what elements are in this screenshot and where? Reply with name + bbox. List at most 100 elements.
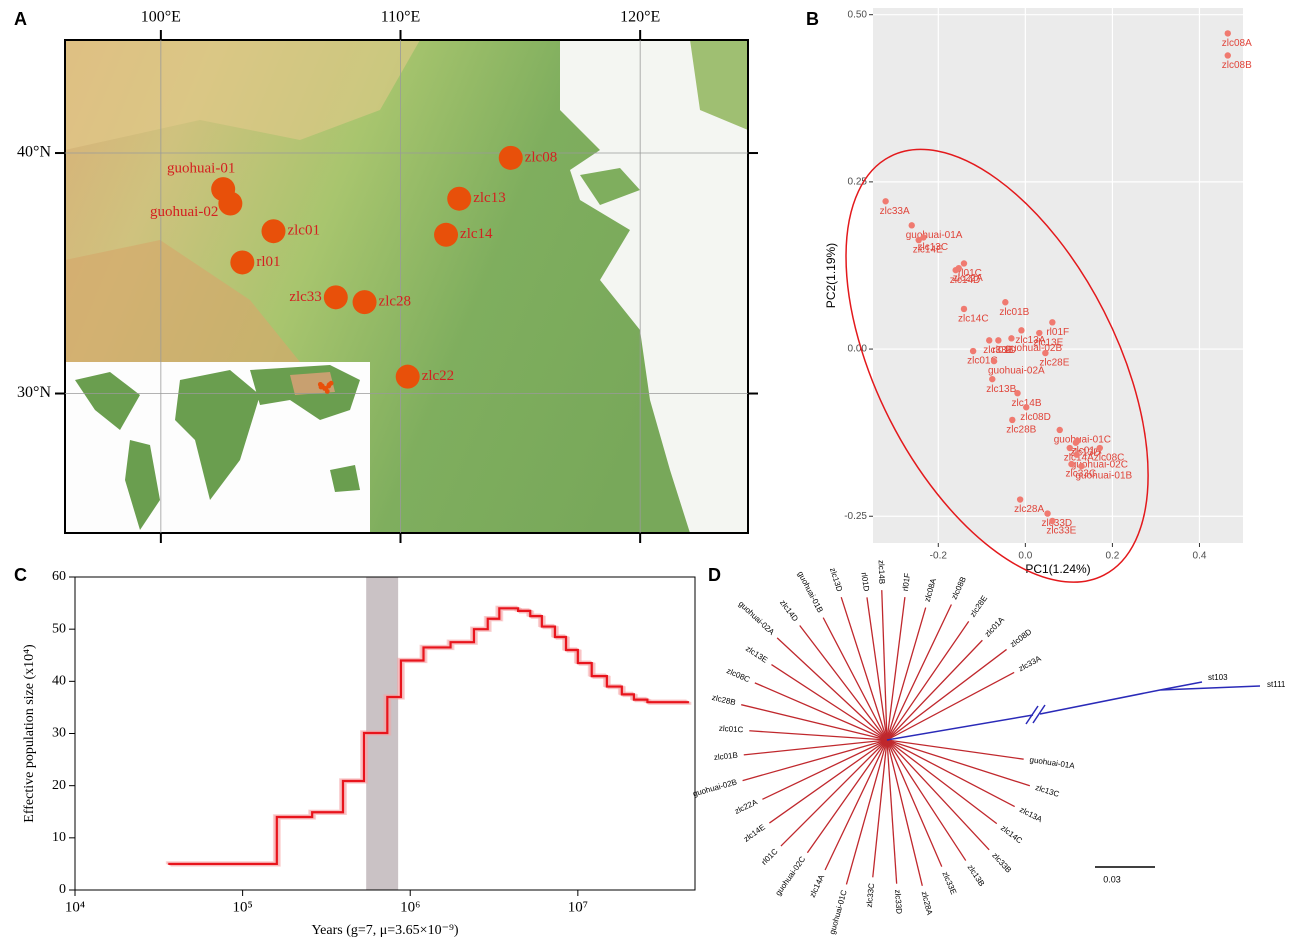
y-tick-label: 30°N xyxy=(17,384,51,401)
point-label: zlc08D xyxy=(1020,412,1051,423)
site-label: zlc14 xyxy=(460,226,493,242)
point xyxy=(1049,319,1055,325)
point xyxy=(1008,335,1014,341)
leaf-label: zlc22A xyxy=(733,797,759,816)
point xyxy=(1078,463,1084,469)
point-label: zlc14E xyxy=(913,245,943,256)
leaf-label: zlc33E xyxy=(940,870,958,896)
outgroup-branch xyxy=(887,682,1260,740)
point xyxy=(970,348,976,354)
branch xyxy=(887,605,951,740)
point-label: guohuai-01B xyxy=(1076,471,1133,482)
leaf-label: guohuai-01C xyxy=(828,889,849,936)
leaf-label: guohuai-02C xyxy=(774,855,808,898)
x-tick-label: 0.4 xyxy=(1193,551,1207,562)
point-label: guohuai-01A xyxy=(906,230,963,241)
point xyxy=(961,306,967,312)
point xyxy=(1225,30,1231,36)
leaf-label: zlc08D xyxy=(1008,627,1033,649)
site-marker xyxy=(447,187,471,211)
leaf-label: zlc13D xyxy=(828,567,844,593)
site-marker xyxy=(218,192,242,216)
y-tick-label: -0.25 xyxy=(844,511,867,522)
point-label: zlc01B xyxy=(999,307,1029,318)
y-axis-label: PC2(1.19%) xyxy=(824,243,838,308)
point xyxy=(1002,299,1008,305)
line xyxy=(168,608,689,864)
site-label: rl01 xyxy=(256,254,280,270)
site-label: zlc33 xyxy=(289,289,321,305)
branch xyxy=(771,665,887,740)
point xyxy=(1074,437,1080,443)
leaf-label: zlc13C xyxy=(1034,783,1060,799)
bootstrap-band xyxy=(167,608,688,864)
point-label: zlc08B xyxy=(1222,60,1252,71)
inset-dot xyxy=(329,381,334,386)
leaf-label: zlc13B xyxy=(966,863,987,888)
x-tick-label: 120°E xyxy=(620,9,660,26)
site-marker xyxy=(261,219,285,243)
x-tick-label: 10⁴ xyxy=(65,899,85,915)
leaf-label: zlc01C xyxy=(719,724,744,735)
leaf-label: zlc14C xyxy=(999,823,1024,845)
panel-letter: A xyxy=(14,9,27,29)
site-label: zlc01 xyxy=(287,223,319,239)
point xyxy=(991,358,997,364)
point xyxy=(1017,496,1023,502)
y-tick-label: 10 xyxy=(52,830,66,845)
branch xyxy=(807,740,887,853)
x-tick-label: 10⁷ xyxy=(568,899,588,915)
point xyxy=(953,267,959,273)
leaf-label: zlc08B xyxy=(950,575,968,601)
site-marker xyxy=(396,365,420,389)
point xyxy=(1068,461,1074,467)
leaf-label: guohuai-01A xyxy=(1029,755,1076,770)
leaf-label: zlc28E xyxy=(968,594,989,619)
leaf-label: rl01F xyxy=(901,572,912,591)
point xyxy=(986,337,992,343)
plot-background xyxy=(873,8,1243,543)
x-tick-label: 110°E xyxy=(381,9,421,26)
y-tick-label: 60 xyxy=(52,569,66,584)
point xyxy=(1044,510,1050,516)
axis-break xyxy=(1026,705,1045,724)
x-tick-label: 0.0 xyxy=(1018,551,1032,562)
leaf-label: zlc01B xyxy=(713,751,738,762)
x-tick-label: 0.2 xyxy=(1105,551,1119,562)
leaf-label: zlc14B xyxy=(877,560,887,584)
outgroup-label: st111 xyxy=(1267,680,1286,689)
point xyxy=(1057,427,1063,433)
panel-letter: B xyxy=(806,9,819,29)
y-tick-label: 0.00 xyxy=(848,344,868,355)
leaf-label: zlc14A xyxy=(808,873,827,899)
point xyxy=(1067,445,1073,451)
point xyxy=(909,222,915,228)
point xyxy=(1225,52,1231,58)
point xyxy=(882,198,888,204)
x-tick-label: 10⁶ xyxy=(400,899,420,915)
panel-letter: C xyxy=(14,565,27,585)
leaf-label: zlc14D xyxy=(778,598,800,623)
site-label: zlc13 xyxy=(473,190,505,206)
y-axis-label: Effective population size (x10⁴) xyxy=(22,644,37,823)
branch xyxy=(744,740,887,755)
leaf-label: zlc13A xyxy=(1018,805,1044,824)
site-label: zlc08 xyxy=(525,149,557,165)
point xyxy=(961,260,967,266)
site-marker xyxy=(324,285,348,309)
x-tick-label: 100°E xyxy=(141,9,181,26)
branch xyxy=(887,649,1007,740)
site-label: guohuai-01 xyxy=(167,161,235,177)
inset-dot xyxy=(325,389,330,394)
branch xyxy=(887,740,942,867)
point xyxy=(1023,404,1029,410)
leaf-label: zlc33D xyxy=(893,889,904,914)
point-label: zlc14D xyxy=(950,275,981,286)
branch xyxy=(769,740,887,823)
panel-letter: D xyxy=(708,565,721,585)
leaf-label: zlc13E xyxy=(744,644,769,665)
x-tick-label: 10⁵ xyxy=(232,899,252,915)
point xyxy=(1049,518,1055,524)
y-tick-label: 40 xyxy=(52,674,66,689)
